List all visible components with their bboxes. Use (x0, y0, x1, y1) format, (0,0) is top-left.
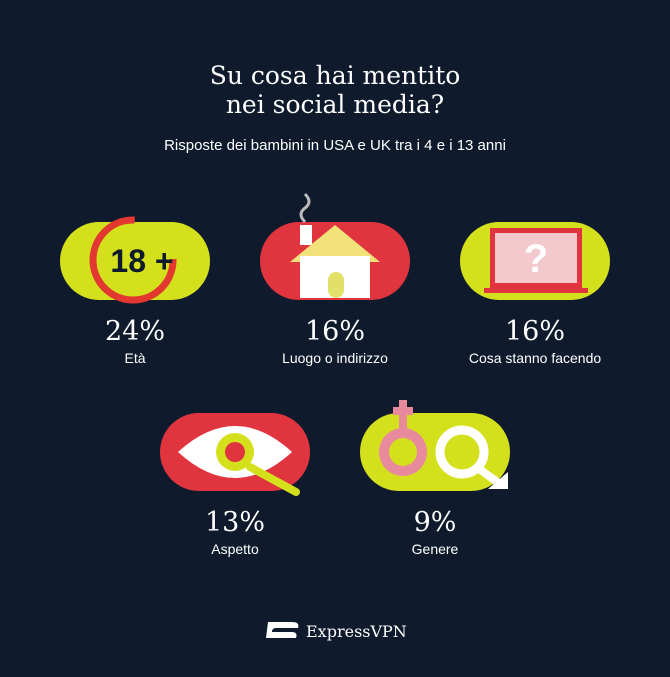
icon-text: ? (524, 237, 548, 281)
percent: 9% (414, 507, 457, 538)
icon-gender (360, 400, 510, 491)
icon-house (260, 192, 410, 300)
icon-eye (160, 413, 310, 496)
item-label: Età (124, 350, 145, 366)
brand: ExpressVPN (306, 622, 407, 641)
subtitle: Risposte dei bambini in USA e UK tra i 4… (164, 137, 506, 154)
title-line: Su cosa hai mentito (210, 61, 461, 90)
item-label: Cosa stanno facendo (469, 350, 602, 366)
icon-laptop: ? (460, 222, 610, 300)
icon-age: 18 + (60, 216, 210, 304)
percent: 24% (105, 316, 165, 347)
percent: 16% (505, 316, 565, 347)
item-label: Luogo o indirizzo (282, 350, 388, 366)
percent: 16% (305, 316, 365, 347)
item-label: Genere (412, 541, 459, 557)
percent: 13% (205, 507, 265, 538)
icon-text: 18 + (110, 243, 173, 279)
title-line: nei social media? (226, 90, 444, 119)
item-label: Aspetto (211, 541, 259, 557)
logo: ExpressVPN (266, 622, 407, 641)
